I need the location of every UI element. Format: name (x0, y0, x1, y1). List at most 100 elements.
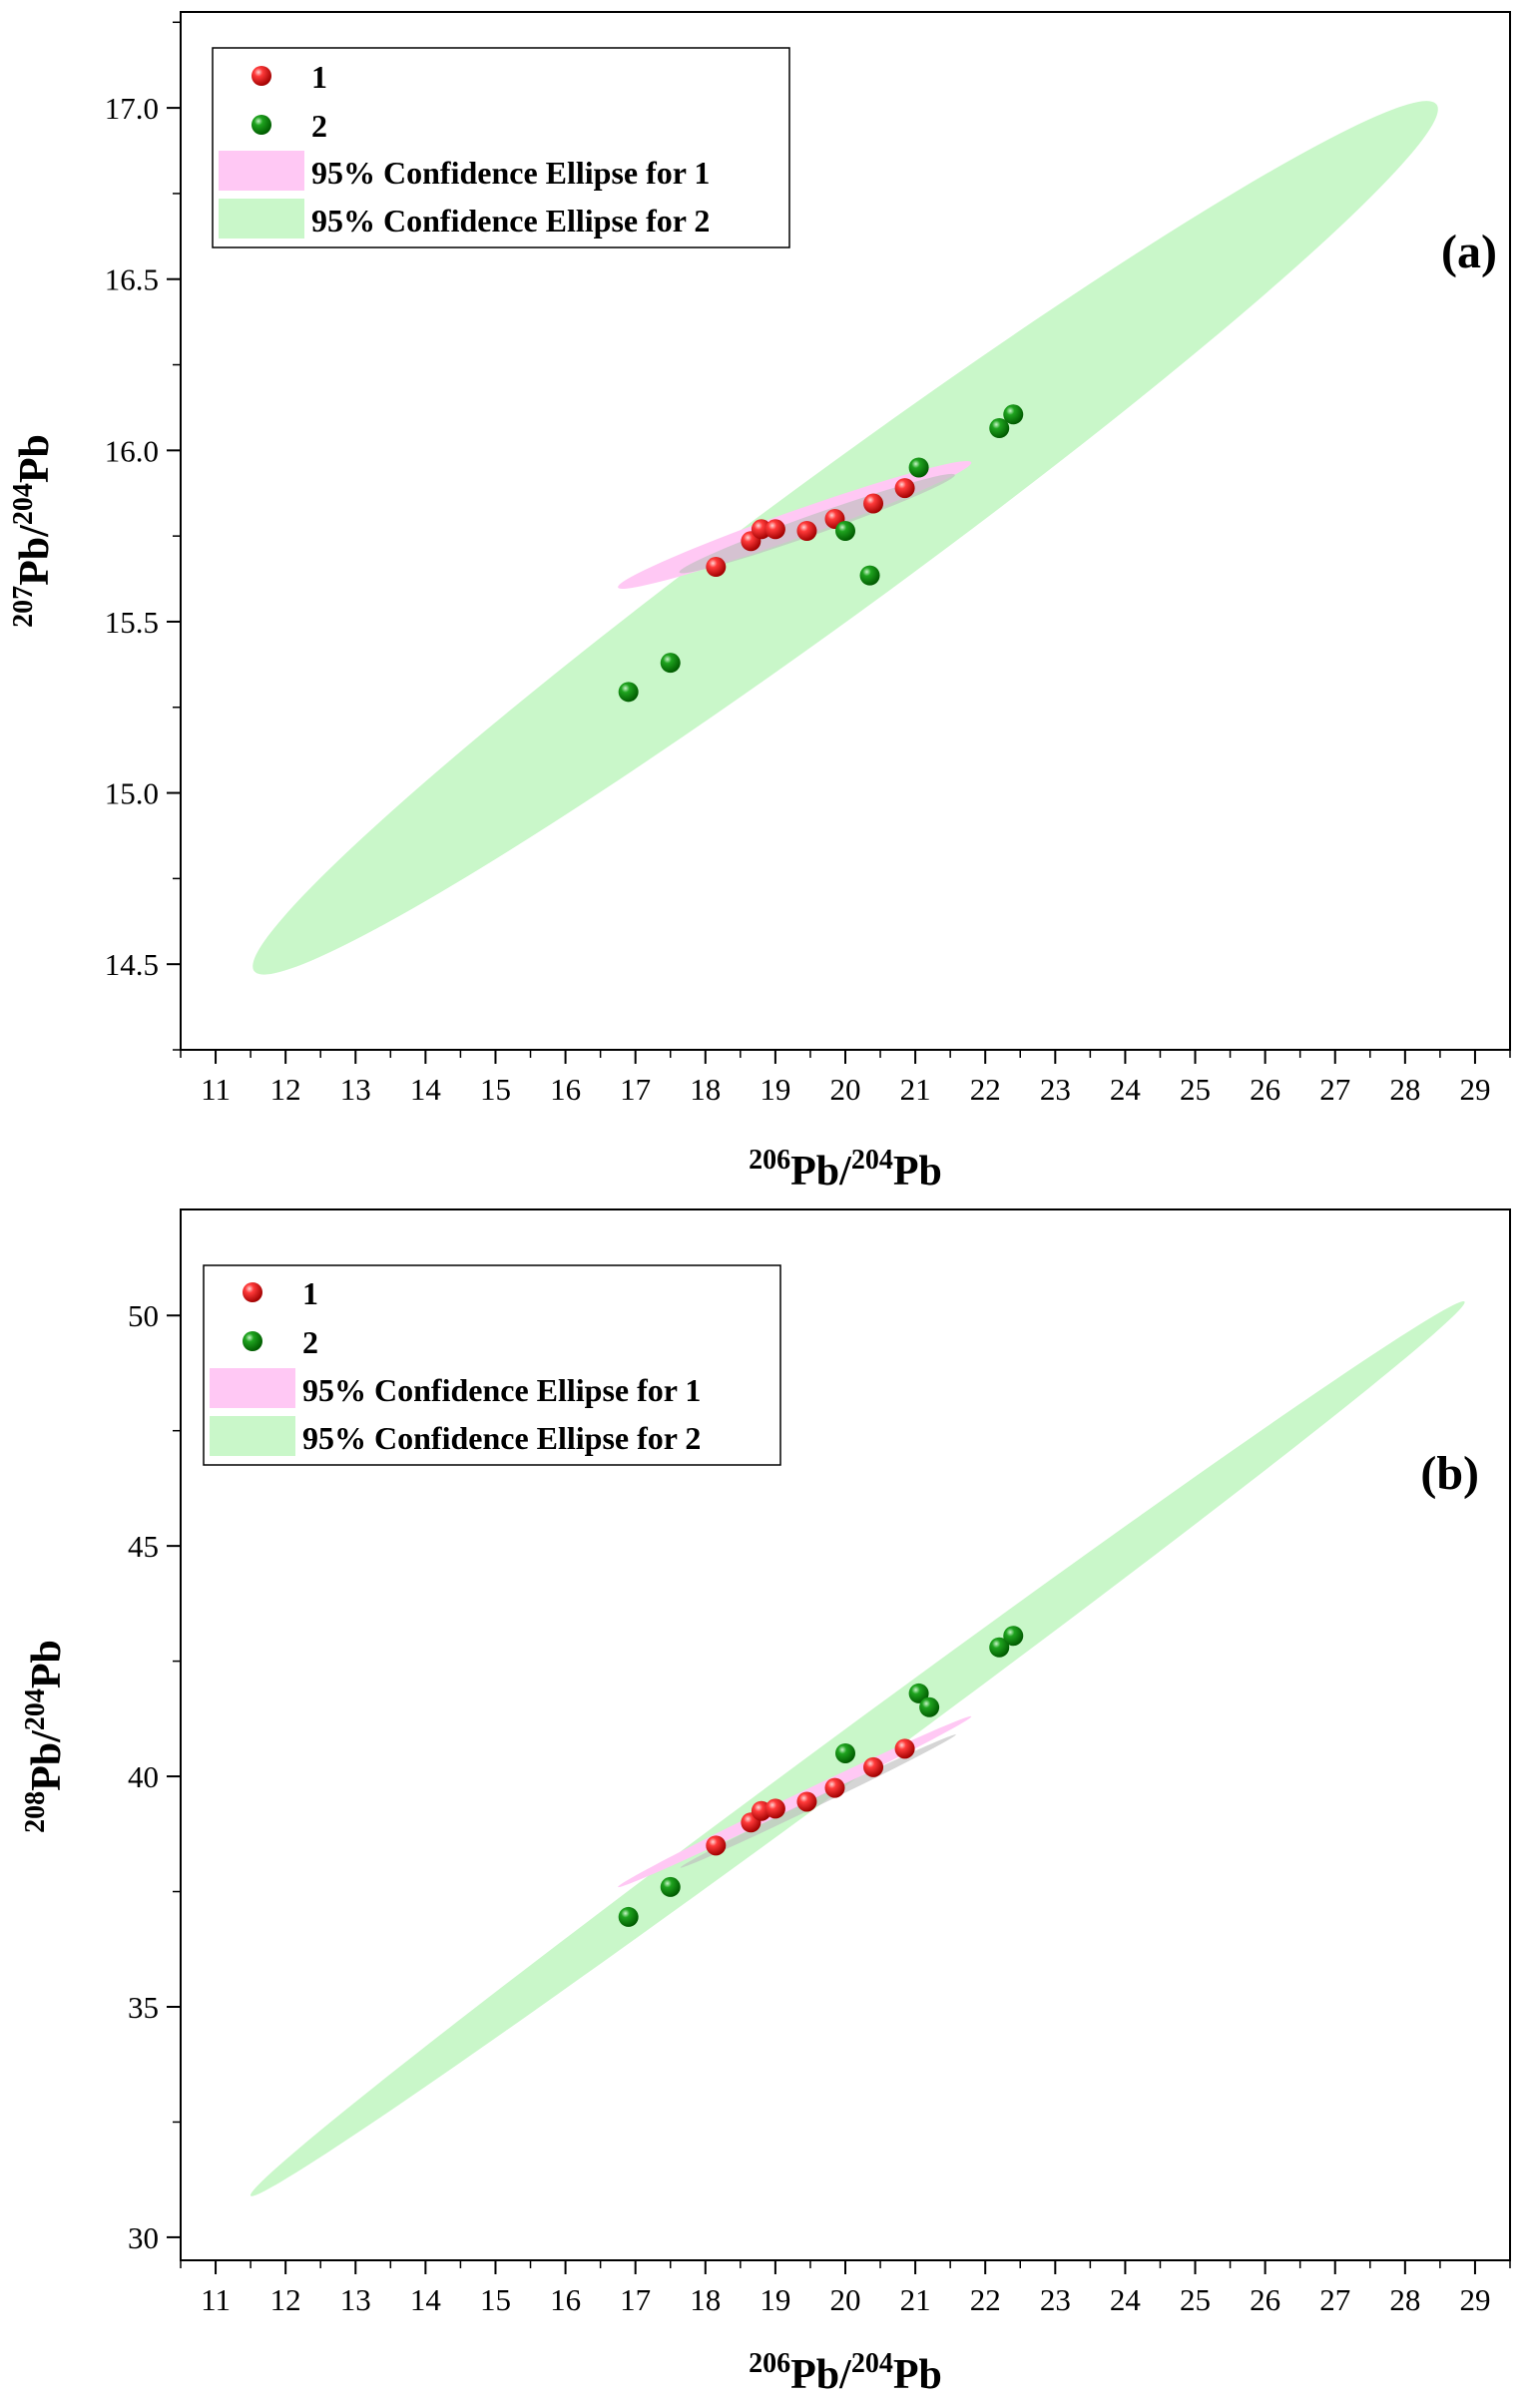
series-2-point (989, 418, 1010, 439)
x-tick-label: 25 (1180, 1072, 1211, 1107)
series-2-point (908, 457, 929, 478)
y-axis-title: 207Pb/204Pb (8, 434, 58, 628)
x-tick-label: 18 (690, 2282, 721, 2317)
x-tick-label: 29 (1459, 2282, 1490, 2317)
x-tick-label: 17 (620, 2282, 651, 2317)
legend-label-ellipse-2: 95% Confidence Ellipse for 2 (302, 1420, 701, 1456)
legend-label-2: 2 (302, 1324, 318, 1360)
x-tick-label: 22 (970, 2282, 1001, 2317)
legend-marker-1 (252, 66, 271, 86)
x-tick-label: 26 (1250, 2282, 1280, 2317)
series-2-point (618, 1906, 639, 1927)
y-tick-label: 35 (128, 1990, 159, 2025)
y-tick-label: 45 (128, 1529, 159, 1564)
x-tick-label: 25 (1180, 2282, 1211, 2317)
panel-label: (b) (1420, 1447, 1479, 1500)
data-points (618, 1626, 1024, 1927)
y-tick-label: 40 (128, 1759, 159, 1794)
series-2-point (908, 1683, 929, 1703)
series-1-point (824, 1777, 845, 1798)
legend-label-1: 1 (302, 1275, 318, 1311)
series-1-point (764, 519, 785, 540)
ellipse-overlap-region (680, 1734, 956, 1868)
series-2-point (1003, 404, 1024, 425)
legend-label-2: 2 (311, 108, 327, 144)
panel-b: 11 12 13 14 15 16 17 18 19 20 21 22 23 24 25 26 27 28 29 3… (20, 1208, 1511, 2398)
legend-marker-2 (243, 1331, 262, 1351)
series-2-point (835, 1742, 855, 1763)
y-tick-label: 16.0 (105, 433, 159, 468)
y-tick-label: 15.5 (105, 605, 159, 640)
x-tick-label: 15 (480, 2282, 511, 2317)
legend-label-ellipse-1: 95% Confidence Ellipse for 1 (302, 1372, 701, 1408)
x-tick-label: 11 (201, 2282, 231, 2317)
series-1-point (796, 1791, 817, 1812)
legend-marker-1 (243, 1282, 262, 1302)
legend-label-1: 1 (311, 59, 327, 95)
series-1-point (863, 1756, 884, 1777)
x-tick-label: 28 (1389, 2282, 1420, 2317)
x-tick-label: 24 (1110, 1072, 1142, 1107)
x-tick-label: 12 (270, 1072, 301, 1107)
panel-label: (a) (1441, 226, 1497, 278)
x-tick-label: 22 (970, 1072, 1001, 1107)
x-axis: 11 12 13 14 15 16 17 18 19 20 21 22 23 24 25 26 27 28 29 (180, 1050, 1511, 1107)
legend-marker-2 (252, 115, 271, 135)
x-tick-label: 15 (480, 1072, 511, 1107)
x-tick-label: 20 (830, 1072, 861, 1107)
x-tick-label: 24 (1110, 2282, 1142, 2317)
series-1-point (863, 493, 884, 514)
x-tick-label: 27 (1319, 2282, 1350, 2317)
x-tick-label: 20 (830, 2282, 861, 2317)
x-tick-label: 27 (1319, 1072, 1350, 1107)
legend-label-ellipse-1: 95% Confidence Ellipse for 1 (311, 155, 710, 191)
y-axis: 30 35 40 45 50 (128, 1298, 181, 2255)
series-2-point (660, 1876, 681, 1897)
x-tick-label: 29 (1459, 1072, 1490, 1107)
panel-a: 11 12 13 14 15 16 17 18 19 20 21 22 23 24 25 26 27 28 29 1… (8, 11, 1511, 1195)
y-tick-label: 15.0 (105, 776, 159, 811)
y-tick-label: 30 (128, 2220, 159, 2255)
x-tick-label: 14 (410, 1072, 442, 1107)
legend-swatch-ellipse-1 (210, 1368, 295, 1408)
x-tick-label: 13 (340, 1072, 371, 1107)
legend-label-ellipse-2: 95% Confidence Ellipse for 2 (311, 203, 710, 239)
x-tick-label: 14 (410, 2282, 442, 2317)
x-tick-label: 16 (550, 1072, 581, 1107)
x-tick-label: 19 (760, 1072, 790, 1107)
x-tick-label: 28 (1389, 1072, 1420, 1107)
x-axis-title: 206Pb/204Pb (749, 1145, 942, 1195)
series-2-point (835, 521, 855, 541)
y-axis: 14.5 15.0 15.5 16.0 16.5 17.0 (105, 21, 181, 1051)
series-1-point (751, 519, 771, 540)
y-tick-label: 50 (128, 1298, 159, 1333)
y-tick-label: 17.0 (105, 91, 159, 126)
x-axis-title: 206Pb/204Pb (749, 2348, 942, 2398)
series-1-point (764, 1798, 785, 1819)
legend: 1 2 95% Confidence Ellipse for 1 95% Con… (212, 47, 790, 248)
x-tick-label: 18 (690, 1072, 721, 1107)
x-tick-label: 16 (550, 2282, 581, 2317)
series-2-point (618, 682, 639, 703)
series-1-point (706, 557, 727, 578)
x-tick-label: 12 (270, 2282, 301, 2317)
y-tick-label: 14.5 (105, 947, 159, 982)
y-tick-label: 16.5 (105, 262, 159, 297)
legend-swatch-ellipse-2 (210, 1416, 295, 1456)
series-2-point (919, 1696, 940, 1717)
x-tick-label: 13 (340, 2282, 371, 2317)
x-tick-label: 17 (620, 1072, 651, 1107)
x-tick-label: 21 (900, 2282, 931, 2317)
x-axis: 11 12 13 14 15 16 17 18 19 20 21 22 23 24 25 26 27 28 29 (180, 2260, 1511, 2317)
series-1-point (706, 1835, 727, 1856)
x-tick-label: 23 (1040, 2282, 1071, 2317)
series-2-point (660, 653, 681, 674)
x-tick-label: 19 (760, 2282, 790, 2317)
x-tick-label: 23 (1040, 1072, 1071, 1107)
data-points (618, 404, 1024, 703)
legend-swatch-ellipse-2 (219, 199, 304, 239)
series-2-point (1003, 1626, 1024, 1647)
legend-swatch-ellipse-1 (219, 151, 304, 191)
series-1-point (894, 1738, 915, 1759)
